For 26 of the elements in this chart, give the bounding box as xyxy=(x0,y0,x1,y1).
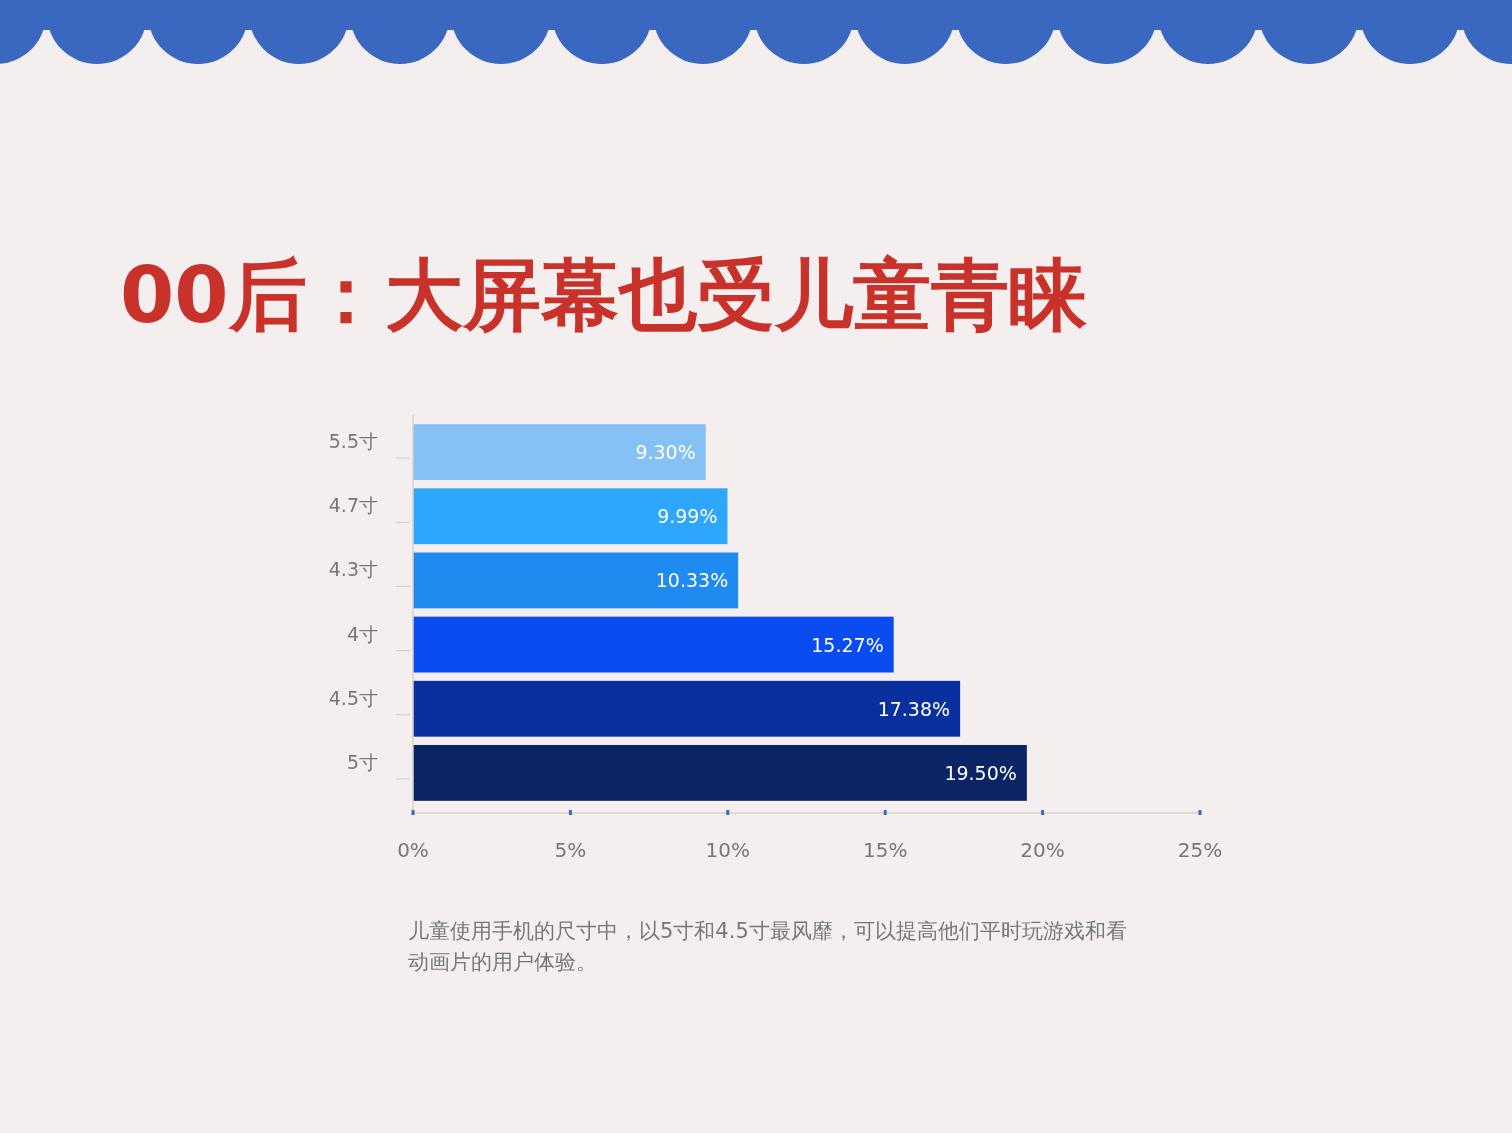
x-tick-label: 10% xyxy=(705,838,751,862)
bar xyxy=(413,552,739,609)
data-label: 9.30% xyxy=(635,441,696,464)
y-tick-label: 5.5寸 xyxy=(328,430,378,453)
data-label: 15.27% xyxy=(811,633,884,656)
bar xyxy=(413,616,894,673)
chart-title: 00后：大屏幕也受儿童青睐 xyxy=(120,250,1088,340)
x-tick-label: 5% xyxy=(554,838,587,862)
y-tick-label: 4.7寸 xyxy=(328,494,378,517)
x-tick-label: 25% xyxy=(1177,838,1223,862)
x-tick-label: 0% xyxy=(397,838,429,862)
x-tick-label: 15% xyxy=(862,838,908,862)
data-label: 10.33% xyxy=(655,569,729,592)
y-tick-label: 4.5寸 xyxy=(328,686,378,709)
data-label: 9.99% xyxy=(657,505,718,528)
x-tick-label: 20% xyxy=(1020,838,1065,862)
y-tick-label: 4.3寸 xyxy=(328,558,378,581)
bar xyxy=(413,745,1027,801)
bar xyxy=(413,680,961,737)
text: 儿童使用手机的尺寸中，以5寸和4.5寸最风靡，可以提高他们平时玩游戏和看动画片的用户体验。 xyxy=(408,919,1127,974)
data-label: 19.50% xyxy=(944,761,1017,784)
data-label: 17.38% xyxy=(877,697,951,720)
y-tick-label: 4寸 xyxy=(346,622,378,645)
bar xyxy=(413,488,728,545)
y-tick-label: 5寸 xyxy=(346,750,378,773)
bar xyxy=(413,424,706,480)
